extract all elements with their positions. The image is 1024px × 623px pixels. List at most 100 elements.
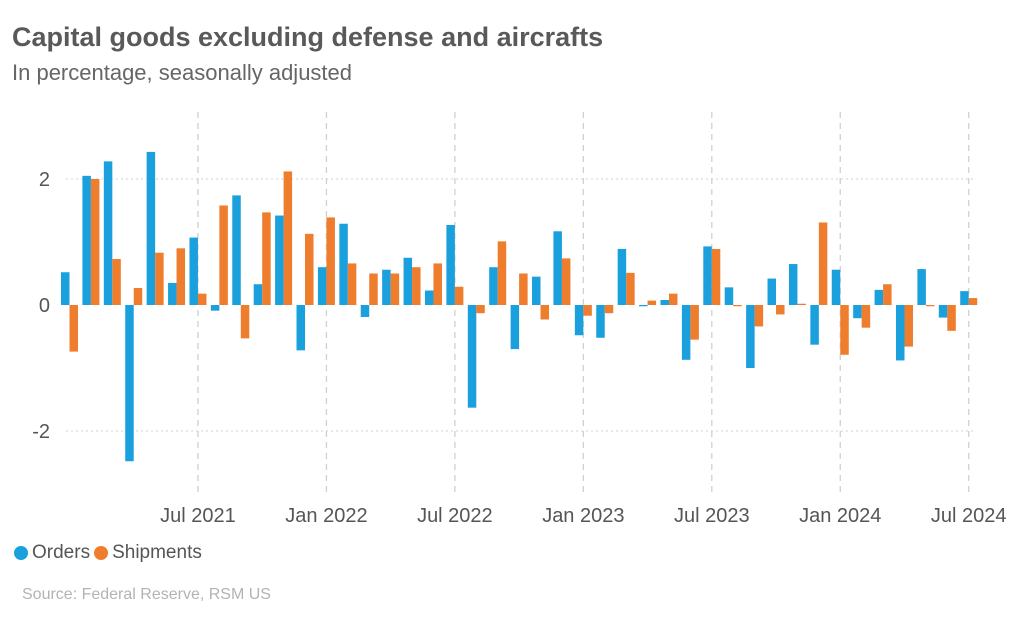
orders-bar[interactable] <box>61 272 70 305</box>
shipments-bar[interactable] <box>668 293 678 305</box>
shipments-bar[interactable] <box>776 305 785 315</box>
shipments-bar[interactable] <box>262 212 271 305</box>
y-tick-label: 0 <box>39 295 50 317</box>
shipments-dot-icon <box>94 546 109 560</box>
orders-bar[interactable] <box>382 269 391 305</box>
shipments-bar[interactable] <box>540 305 550 320</box>
shipments-bar[interactable] <box>133 287 143 305</box>
shipments-bar[interactable] <box>176 248 186 305</box>
orders-bar[interactable] <box>210 305 220 311</box>
shipments-bar[interactable] <box>604 305 614 314</box>
orders-bar[interactable] <box>746 305 755 368</box>
orders-bar[interactable] <box>639 305 648 307</box>
shipments-bar[interactable] <box>754 305 764 327</box>
orders-bar[interactable] <box>553 231 562 305</box>
x-tick-label: Jul 2021 <box>160 505 236 527</box>
shipments-bar[interactable] <box>968 298 978 305</box>
orders-bar[interactable] <box>189 237 198 305</box>
orders-bar[interactable] <box>275 215 284 305</box>
y-tick-label: 2 <box>39 169 50 191</box>
orders-bar[interactable] <box>82 175 91 305</box>
orders-bar[interactable] <box>938 305 948 318</box>
orders-bar[interactable] <box>232 195 241 305</box>
chart-title: Capital goods excluding defense and airc… <box>12 22 604 52</box>
orders-bar[interactable] <box>703 246 712 305</box>
orders-bar[interactable] <box>424 290 434 305</box>
legend: Orders Shipments <box>14 542 206 564</box>
shipments-bar[interactable] <box>904 305 913 347</box>
shipments-bar[interactable] <box>797 303 806 305</box>
legend-item-orders[interactable]: Orders <box>14 542 90 564</box>
x-tick-label: Jan 2022 <box>285 505 367 527</box>
shipments-bar[interactable] <box>433 263 442 305</box>
orders-bar[interactable] <box>125 305 134 462</box>
shipments-bar[interactable] <box>947 305 956 331</box>
bar-chart: 2 0 -2 Jul 2021 Jan 2022 Jul 2022 Jan 2023 Jul … <box>32 112 1007 527</box>
shipments-bar[interactable] <box>347 263 357 305</box>
orders-bar[interactable] <box>810 305 819 345</box>
shipments-bar[interactable] <box>155 252 164 305</box>
orders-bar[interactable] <box>853 305 862 319</box>
shipments-bar[interactable] <box>840 305 849 355</box>
shipments-bar[interactable] <box>711 248 721 305</box>
orders-bar[interactable] <box>681 305 691 360</box>
shipments-bar[interactable] <box>626 272 635 305</box>
shipments-bar[interactable] <box>69 305 79 352</box>
shipments-bar[interactable] <box>90 179 100 305</box>
orders-bar[interactable] <box>788 264 798 305</box>
shipments-bar[interactable] <box>454 286 464 305</box>
orders-bar[interactable] <box>103 161 113 305</box>
x-tick-label: Jul 2024 <box>931 505 1007 527</box>
shipments-bar[interactable] <box>861 305 871 328</box>
shipments-bar[interactable] <box>219 205 228 305</box>
shipments-bar[interactable] <box>583 305 592 316</box>
orders-bar[interactable] <box>724 287 734 305</box>
shipments-bar[interactable] <box>925 305 935 307</box>
shipments-bar[interactable] <box>305 233 314 305</box>
shipments-bar[interactable] <box>390 273 400 306</box>
orders-bar[interactable] <box>253 284 263 305</box>
orders-bar[interactable] <box>168 282 177 305</box>
y-tick-label: -2 <box>32 421 50 443</box>
orders-bar[interactable] <box>467 305 477 408</box>
shipments-bar[interactable] <box>561 258 571 305</box>
shipments-bar[interactable] <box>326 217 335 305</box>
x-tick-label: Jan 2023 <box>542 505 624 527</box>
orders-bar[interactable] <box>574 305 584 336</box>
orders-bar[interactable] <box>146 151 156 305</box>
orders-bar[interactable] <box>360 305 370 317</box>
legend-item-shipments[interactable]: Shipments <box>94 542 202 564</box>
shipments-bar[interactable] <box>476 305 485 314</box>
orders-bar[interactable] <box>767 278 777 305</box>
orders-bar[interactable] <box>831 269 841 305</box>
orders-bar[interactable] <box>317 267 327 305</box>
shipments-bar[interactable] <box>519 273 528 306</box>
shipments-bar[interactable] <box>412 267 421 305</box>
shipments-bar[interactable] <box>283 171 293 305</box>
x-tick-label: Jan 2024 <box>799 505 881 527</box>
shipments-bar[interactable] <box>240 305 250 339</box>
orders-bar[interactable] <box>510 305 520 350</box>
shipments-bar[interactable] <box>733 305 742 307</box>
orders-bar[interactable] <box>660 299 669 305</box>
orders-bar[interactable] <box>917 269 926 305</box>
orders-bar[interactable] <box>339 223 348 305</box>
orders-bar[interactable] <box>895 305 905 361</box>
shipments-bar[interactable] <box>112 259 121 305</box>
shipments-bar[interactable] <box>197 293 207 305</box>
shipments-bar[interactable] <box>369 273 378 306</box>
orders-bar[interactable] <box>874 289 884 305</box>
orders-bar[interactable] <box>296 305 306 351</box>
orders-bar[interactable] <box>617 248 627 305</box>
orders-bar[interactable] <box>532 276 541 305</box>
shipments-bar[interactable] <box>497 241 507 305</box>
shipments-bar[interactable] <box>883 284 892 305</box>
orders-bar[interactable] <box>596 305 605 338</box>
orders-bar[interactable] <box>489 267 498 305</box>
orders-bar[interactable] <box>960 291 969 305</box>
shipments-bar[interactable] <box>690 305 699 340</box>
shipments-bar[interactable] <box>818 222 828 305</box>
shipments-bar[interactable] <box>647 300 657 305</box>
orders-bar[interactable] <box>446 224 455 305</box>
orders-bar[interactable] <box>403 257 413 305</box>
